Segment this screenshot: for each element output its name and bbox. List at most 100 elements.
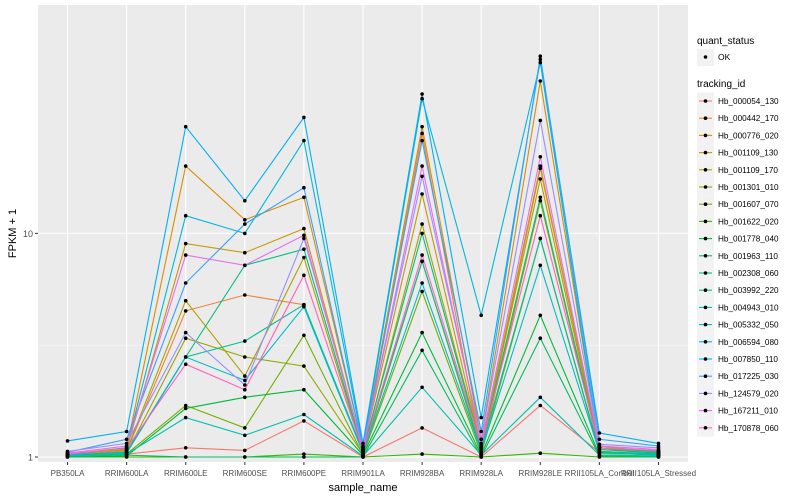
data-point bbox=[656, 453, 661, 457]
legend-key-point bbox=[703, 202, 708, 206]
legend-label: Hb_001109_170 bbox=[718, 166, 778, 175]
data-point bbox=[183, 446, 188, 450]
data-point bbox=[302, 452, 306, 456]
data-point bbox=[183, 406, 188, 411]
data-point bbox=[302, 138, 306, 143]
legend-label: Hb_005332_050 bbox=[718, 321, 779, 330]
data-point bbox=[243, 455, 247, 459]
legend-key-point bbox=[703, 426, 708, 430]
legend-key-point bbox=[703, 322, 708, 327]
legend-key-point bbox=[703, 254, 708, 258]
series-points bbox=[65, 54, 661, 459]
data-point bbox=[420, 231, 424, 236]
legend-key-point bbox=[703, 271, 708, 275]
data-point bbox=[479, 429, 484, 434]
data-point bbox=[302, 236, 306, 241]
x-axis-title: sample_name bbox=[328, 482, 397, 494]
data-point bbox=[183, 124, 188, 129]
data-point bbox=[243, 433, 247, 438]
data-point bbox=[656, 448, 661, 453]
data-point bbox=[538, 403, 543, 408]
data-point bbox=[65, 439, 70, 443]
legend-key-point bbox=[703, 236, 708, 241]
data-point bbox=[420, 330, 424, 335]
data-point bbox=[597, 437, 602, 442]
data-point bbox=[243, 426, 247, 430]
legend-label: Hb_124579_020 bbox=[718, 389, 779, 398]
data-point bbox=[243, 387, 247, 392]
data-point bbox=[243, 395, 247, 400]
data-point bbox=[124, 441, 129, 446]
data-point bbox=[302, 333, 306, 338]
legend-label: OK bbox=[718, 52, 731, 62]
data-point bbox=[538, 263, 543, 268]
data-point bbox=[538, 451, 543, 456]
legend-label: Hb_000442_170 bbox=[718, 114, 779, 123]
y-axis-title: FPKM + 1 bbox=[7, 209, 19, 258]
data-point bbox=[65, 452, 70, 456]
legend-label: Hb_001622_020 bbox=[718, 217, 779, 226]
legend-label: Hb_001109_130 bbox=[718, 149, 778, 158]
data-point bbox=[420, 124, 424, 129]
data-point bbox=[656, 441, 661, 446]
data-point bbox=[302, 255, 306, 260]
x-tick-label: RRIM600PE bbox=[282, 469, 326, 478]
data-point bbox=[183, 281, 188, 285]
data-point bbox=[243, 263, 247, 268]
data-point bbox=[538, 395, 543, 400]
data-point bbox=[538, 164, 543, 168]
data-point bbox=[420, 174, 424, 179]
legend-shape-title: quant_status bbox=[697, 36, 754, 47]
data-point bbox=[538, 60, 543, 65]
data-point bbox=[538, 195, 543, 200]
data-point bbox=[302, 115, 306, 120]
data-point bbox=[479, 437, 484, 442]
legend-color-title: tracking_id bbox=[697, 79, 745, 90]
legend-key-point bbox=[703, 391, 708, 396]
data-point bbox=[420, 96, 424, 101]
data-point bbox=[183, 355, 188, 359]
data-point bbox=[183, 455, 188, 459]
data-point bbox=[183, 415, 188, 420]
legend-key-point bbox=[703, 150, 708, 155]
legend-label: Hb_006594_080 bbox=[718, 338, 779, 347]
data-point bbox=[420, 192, 424, 196]
data-point bbox=[183, 298, 188, 303]
data-point bbox=[538, 118, 543, 123]
data-point bbox=[597, 453, 602, 457]
x-tick-label: RRIM928LA bbox=[459, 469, 503, 478]
data-point bbox=[302, 247, 306, 251]
legend-label: Hb_003992_220 bbox=[718, 286, 779, 295]
x-tick-label: RRIM600SE bbox=[223, 469, 267, 478]
legend-label: Hb_001778_040 bbox=[718, 235, 779, 244]
data-point bbox=[183, 336, 188, 341]
data-point bbox=[420, 253, 424, 257]
data-point bbox=[538, 198, 543, 203]
data-point bbox=[183, 213, 188, 218]
data-point bbox=[420, 348, 424, 353]
data-point bbox=[479, 313, 484, 318]
data-point bbox=[420, 131, 424, 136]
data-point bbox=[597, 450, 602, 455]
data-point bbox=[479, 441, 484, 446]
legend-key-point bbox=[703, 185, 708, 189]
legend-key-point bbox=[703, 133, 708, 138]
data-point bbox=[302, 412, 306, 417]
legend-key-point bbox=[703, 288, 708, 293]
data-point bbox=[597, 431, 602, 435]
data-point bbox=[302, 387, 306, 392]
data-point bbox=[479, 415, 484, 420]
data-point bbox=[479, 449, 484, 454]
data-point bbox=[243, 355, 247, 359]
data-point bbox=[597, 446, 602, 450]
data-point bbox=[420, 281, 424, 285]
data-point bbox=[183, 309, 188, 313]
x-tick-label: RRIM928BA bbox=[400, 469, 445, 478]
legend-key-point bbox=[703, 357, 708, 361]
legend-label: Hb_001607_070 bbox=[718, 200, 779, 209]
data-point bbox=[124, 446, 129, 451]
data-point bbox=[302, 233, 306, 238]
data-point bbox=[302, 226, 306, 231]
legend-label: Hb_000054_130 bbox=[718, 97, 779, 106]
data-point bbox=[361, 441, 365, 446]
